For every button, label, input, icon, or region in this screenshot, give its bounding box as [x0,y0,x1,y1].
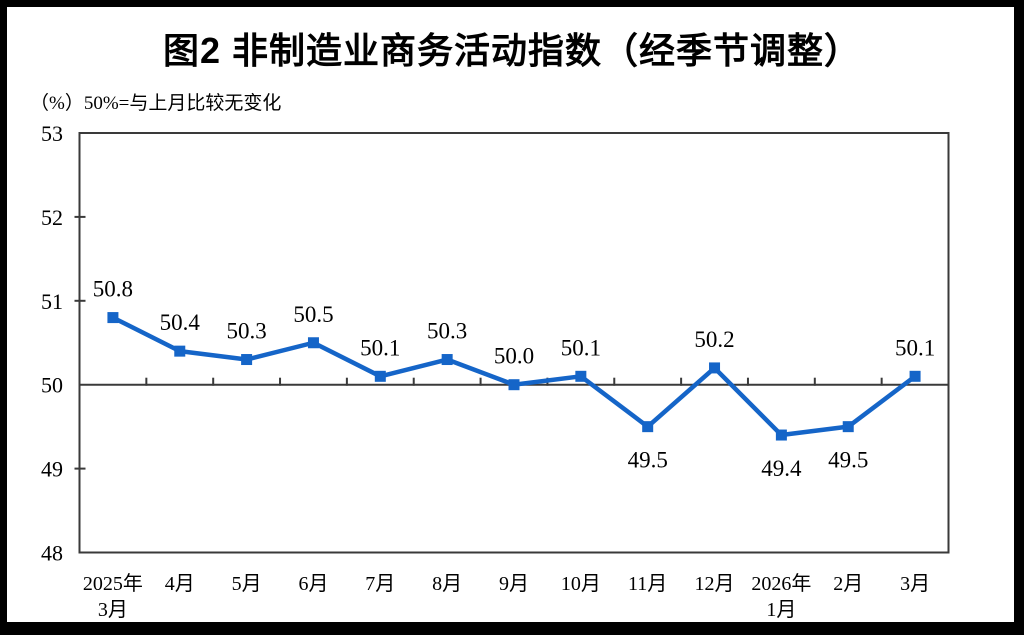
data-point-marker [174,345,186,357]
data-point-label: 50.0 [494,344,534,369]
data-point-marker [642,421,654,433]
data-point-label: 49.4 [761,456,802,481]
y-axis-label: 53 [41,121,63,146]
data-point-marker [241,354,253,366]
x-axis-label: 1月 [766,599,796,621]
x-axis-label: 2025年 [83,572,143,595]
y-axis-label: 52 [41,205,63,230]
data-point-label: 50.3 [226,319,266,344]
y-axis-label: 50 [41,373,63,398]
data-point-marker [441,354,453,366]
data-point-label: 50.4 [160,310,201,335]
x-axis-label: 4月 [165,573,195,595]
data-point-marker [575,370,587,382]
x-axis-label: 3月 [98,599,128,621]
data-point-marker [842,421,854,433]
data-point-marker [909,370,921,382]
data-point-label: 50.8 [93,277,133,302]
data-point-marker [374,370,386,382]
x-axis-label: 2月 [833,573,863,595]
data-point-label: 49.5 [628,448,668,473]
data-point-marker [775,429,787,441]
x-axis-label: 3月 [900,573,930,595]
x-axis-label: 5月 [232,573,262,595]
data-point-label: 50.2 [694,327,734,352]
y-axis-label: 51 [41,289,63,314]
data-point-label: 49.5 [828,448,868,473]
data-point-label: 50.1 [360,335,400,360]
x-axis-label: 7月 [365,573,395,595]
x-axis-label: 9月 [499,573,529,595]
data-point-label: 50.1 [561,335,601,360]
x-axis-label: 6月 [298,573,328,595]
plot-border [78,132,950,554]
data-point-marker [107,312,119,324]
data-point-label: 50.1 [895,335,935,360]
data-point-label: 50.5 [293,302,333,327]
x-axis-label: 8月 [432,573,462,595]
x-axis-label: 2026年 [751,572,811,595]
x-axis-label: 11月 [628,573,667,595]
data-point-marker [709,362,721,374]
data-point-marker [307,337,319,349]
chart-title: 图2 非制造业商务活动指数（经季节调整） [162,30,862,71]
y-axis-label: 48 [41,541,63,566]
data-point-marker [508,379,520,391]
x-axis-label: 10月 [561,573,601,595]
y-axis-label: 49 [41,457,63,482]
axis-unit-note: （%）50%=与上月比较无变化 [30,93,282,114]
data-point-label: 50.3 [427,319,467,344]
x-axis-label: 12月 [695,573,735,595]
